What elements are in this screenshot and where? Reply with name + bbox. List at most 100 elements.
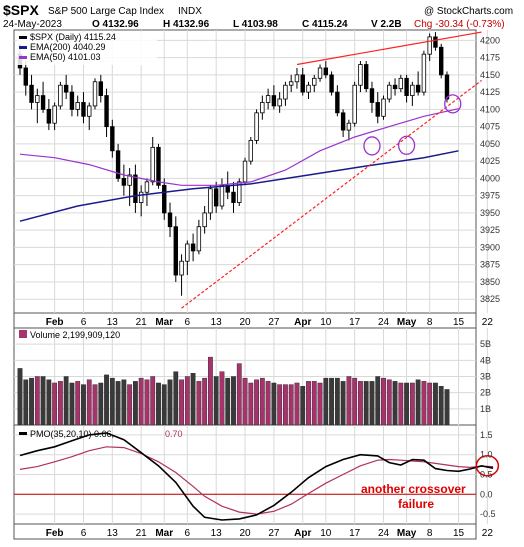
resistance-trendline <box>296 31 482 66</box>
pmo-ytick-label: -0.5 <box>480 509 496 519</box>
candle-body <box>363 64 369 90</box>
price-xtick-label: 13 <box>107 317 119 328</box>
pmo-xtick-label: Mar <box>155 528 173 539</box>
volume-ytick-label: 1B <box>480 404 491 414</box>
volume-bar <box>444 389 450 426</box>
price-ytick-label: 3875 <box>480 260 500 270</box>
candle-body <box>110 126 115 152</box>
volume-bar <box>294 382 300 426</box>
crossover-circle <box>475 455 500 477</box>
pmo-xtick-label: 15 <box>453 528 465 539</box>
price-legend-swatch <box>19 36 27 39</box>
volume-bar <box>271 382 277 426</box>
volume-bar <box>184 376 190 426</box>
annotation-line-2: failure <box>398 497 434 511</box>
exchange-label: INDX <box>178 6 202 17</box>
support-trendline <box>181 79 482 309</box>
volume-bar <box>104 374 109 426</box>
volume-bar <box>213 376 219 426</box>
volume-bar <box>23 379 29 426</box>
volume-bar <box>334 377 340 426</box>
price-xtick-label: 8 <box>427 317 433 328</box>
price-ytick-label: 3850 <box>480 277 500 287</box>
volume-bar <box>352 377 358 426</box>
candle-body <box>92 81 98 107</box>
volume-bar <box>57 381 63 426</box>
pmo-xtick-label: 22 <box>482 528 494 539</box>
candle-body <box>179 260 184 276</box>
candle-body <box>306 84 311 93</box>
volume-bar <box>317 382 323 426</box>
volume-bar <box>329 377 334 426</box>
volume-bar <box>40 376 46 426</box>
volume-bar <box>69 382 75 426</box>
candle-body <box>283 84 288 100</box>
volume-bar <box>144 379 150 426</box>
volume-bar <box>421 381 427 426</box>
pmo-xtick-label: 6 <box>81 528 87 539</box>
ema200-legend-swatch <box>19 46 27 49</box>
candle-body <box>208 188 213 214</box>
volume-bar <box>381 377 386 426</box>
price-xtick-label: Feb <box>46 317 64 328</box>
pmo-ytick-label: 1.0 <box>480 450 493 460</box>
volume-bar <box>433 382 438 426</box>
price-xtick-label: Mar <box>155 317 173 328</box>
pmo-xtick-label: 10 <box>320 528 332 539</box>
candle-body <box>115 150 121 179</box>
volume-bar <box>127 384 133 426</box>
candle-body <box>254 112 259 141</box>
volume-bar <box>75 381 81 426</box>
pmo-series <box>14 432 500 521</box>
volume-bar <box>300 386 306 426</box>
candle-body <box>427 36 432 55</box>
volume-bar <box>225 377 231 426</box>
volume-bar <box>161 384 167 426</box>
candle-body <box>185 243 190 262</box>
price-series <box>17 31 482 309</box>
volume-bar <box>52 382 58 426</box>
candle-body <box>242 160 248 183</box>
price-ytick-label: 3900 <box>480 242 500 252</box>
candle-body <box>138 191 144 203</box>
pmo-ytick-label: 0.5 <box>480 470 493 480</box>
volume-bar <box>340 381 346 426</box>
candle-body <box>260 102 265 114</box>
volume-bar <box>346 376 352 426</box>
price-xtick-label: May <box>397 317 417 328</box>
price-ytick-label: 3975 <box>480 191 500 201</box>
ema200-legend-label: EMA(200) 4040.29 <box>30 42 106 52</box>
candle-body <box>87 105 92 117</box>
price-xtick-label: 15 <box>453 317 465 328</box>
volume-ytick-label: 4B <box>480 355 491 365</box>
volume-bar <box>196 381 202 426</box>
volume-bar <box>415 379 421 426</box>
candle-body <box>29 84 34 103</box>
pmo-legend-label: PMO(35,20,10) 0.66, <box>30 429 114 439</box>
candle-body <box>329 74 334 93</box>
ema50-legend-label: EMA(50) 4101.03 <box>30 52 101 62</box>
candle-body <box>237 181 242 203</box>
price-ytick-label: 4025 <box>480 156 500 166</box>
high-value: H 4132.96 <box>163 19 210 30</box>
volume-bar <box>236 363 242 426</box>
volume-bar <box>242 377 248 426</box>
price-xtick-label: 20 <box>239 317 251 328</box>
price-ytick-label: 4100 <box>480 104 500 114</box>
price-ytick-label: 3950 <box>480 208 500 218</box>
price-ytick-label: 4175 <box>480 53 500 63</box>
volume-bar <box>398 382 404 426</box>
candle-body <box>81 102 86 117</box>
pmo-xtick-label: Feb <box>46 528 64 539</box>
volume-bar <box>219 371 225 426</box>
price-xtick-label: 22 <box>482 317 494 328</box>
volume-bar <box>265 381 271 426</box>
volume-bar <box>115 381 121 426</box>
price-ytick-label: 4200 <box>480 35 500 45</box>
candle-body <box>277 98 282 107</box>
candle-body <box>231 191 236 203</box>
candle-body <box>173 226 178 276</box>
volume-bar <box>190 373 196 426</box>
candle-body <box>196 226 202 252</box>
volume-bar <box>259 377 265 426</box>
